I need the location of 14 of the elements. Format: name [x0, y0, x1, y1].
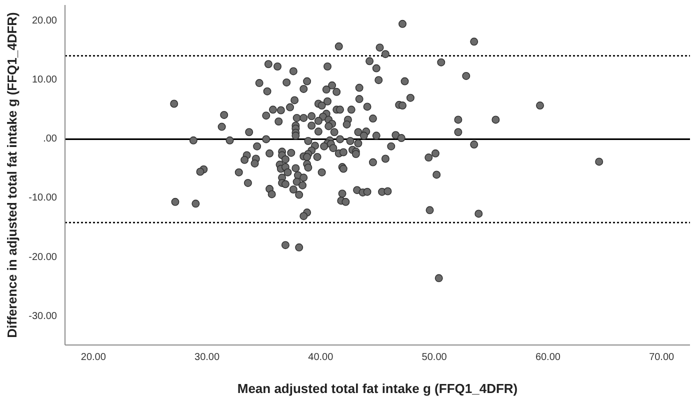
x-tick-label: 30.00: [194, 352, 220, 364]
x-tick-label: 50.00: [422, 352, 448, 364]
y-axis-title: Difference in adjusted total fat intake g (FFQ1_4DFR): [4, 12, 20, 338]
y-tick-label: -30.00: [28, 310, 58, 322]
x-axis-title: Mean adjusted total fat intake g (FFQ1_4DFR): [237, 381, 518, 396]
x-tick-label: 70.00: [649, 352, 675, 364]
x-tick-label: 40.00: [308, 352, 334, 364]
x-tick-label: 60.00: [535, 352, 561, 364]
y-tick-label: -10.00: [28, 192, 58, 204]
y-tick-label: -20.00: [28, 252, 58, 263]
y-tick-label: 10.00: [32, 74, 58, 86]
y-tick-label: .00: [43, 134, 58, 145]
y-tick-label: 20.00: [32, 15, 58, 26]
x-tick-label: 20.00: [80, 352, 106, 364]
